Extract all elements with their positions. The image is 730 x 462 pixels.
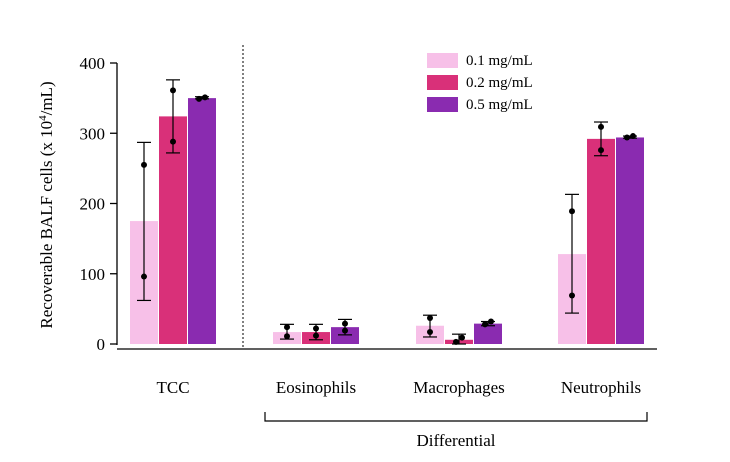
data-point [427, 329, 433, 336]
y-axis-label-superscript: 4 [37, 115, 49, 121]
legend-swatch [427, 53, 458, 68]
data-point [459, 334, 465, 341]
legend: 0.1 mg/mL 0.2 mg/mL 0.5 mg/mL [427, 53, 533, 113]
data-point [569, 208, 575, 215]
legend-label: 0.1 mg/mL [466, 53, 533, 69]
legend-swatch [427, 97, 458, 112]
data-point [598, 123, 604, 130]
y-axis-label: Recoverable BALF cells (x 104/mL) [37, 81, 56, 328]
data-point [284, 333, 290, 340]
y-tick-label: 400 [80, 54, 106, 73]
legend-label: 0.5 mg/mL [466, 97, 533, 113]
bars [130, 79, 644, 345]
data-point [313, 332, 319, 339]
data-point [141, 273, 147, 280]
y-tick-label: 300 [80, 124, 106, 143]
bar [331, 327, 359, 344]
y-axis-label-main: Recoverable BALF cells (x 10 [37, 121, 56, 329]
y-tick-label: 200 [80, 195, 106, 214]
data-point [453, 338, 459, 345]
legend-label: 0.2 mg/mL [466, 75, 533, 91]
data-point [482, 321, 488, 328]
category-label: TCC [156, 378, 189, 397]
data-point [170, 138, 176, 145]
bar [474, 323, 502, 344]
y-tick-label: 0 [97, 335, 106, 354]
category-label: Eosinophils [276, 378, 356, 397]
data-point [569, 292, 575, 299]
data-point [488, 318, 494, 325]
data-point [313, 325, 319, 332]
category-label: Neutrophils [561, 378, 641, 397]
data-point [342, 320, 348, 327]
data-point [141, 161, 147, 168]
differential-group-label: Differential [417, 431, 496, 450]
data-point [427, 315, 433, 322]
data-point [598, 147, 604, 154]
y-tick-label: 100 [80, 265, 106, 284]
differential-bracket [264, 412, 648, 422]
y-axis-label-end: /mL) [37, 81, 56, 115]
data-point [630, 133, 636, 140]
data-point [170, 87, 176, 94]
data-point [202, 94, 208, 101]
legend-swatch [427, 75, 458, 90]
data-point [284, 324, 290, 331]
category-label: Macrophages [413, 378, 505, 397]
data-point [196, 95, 202, 102]
bar [587, 138, 615, 344]
data-point [624, 134, 630, 141]
category-labels: TCC Eosinophils Macrophages Neutrophils [156, 378, 641, 397]
bar [188, 98, 216, 344]
data-point [342, 327, 348, 334]
bar [159, 116, 187, 344]
y-axis: 0 100 200 300 400 [80, 54, 118, 354]
bar [616, 137, 644, 344]
